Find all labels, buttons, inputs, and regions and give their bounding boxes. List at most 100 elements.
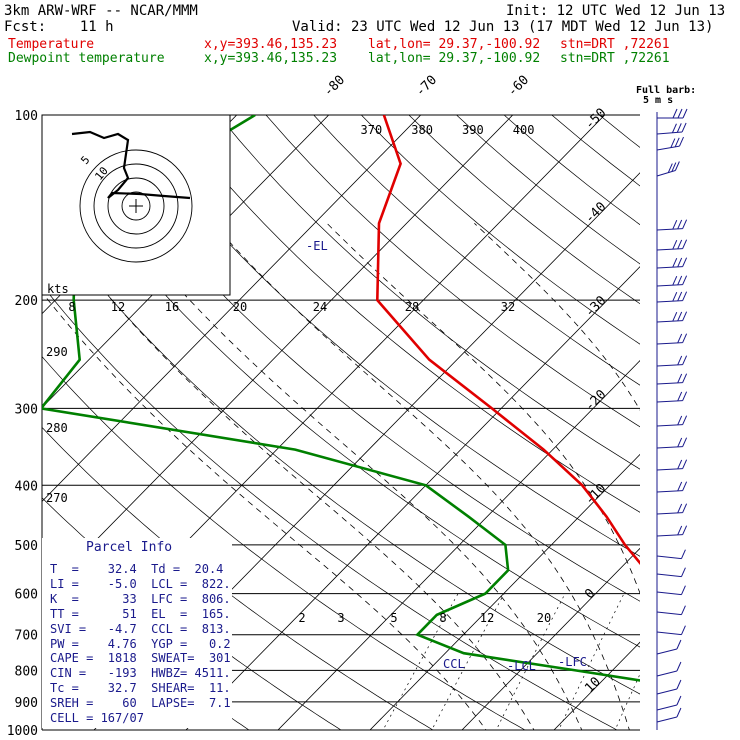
- isotherm-line: [633, 87, 740, 740]
- mixing-ratio-line: [614, 673, 640, 730]
- temperature-profile: [375, 115, 640, 565]
- el-annotation: -EL: [306, 239, 328, 253]
- wind-barb: [656, 549, 686, 560]
- wind-barb-flag: [682, 311, 688, 321]
- theta-side-label: 280: [46, 421, 68, 435]
- dry-adiabat: [42, 356, 526, 730]
- mixing-ratio-line: [684, 594, 740, 740]
- wind-barb: [657, 108, 688, 119]
- wind-barb-staff: [656, 228, 683, 231]
- wind-barb-staff: [656, 573, 682, 578]
- wind-barb-flag: [667, 163, 673, 173]
- wind-barb: [656, 625, 686, 636]
- wind-barb-staff: [656, 248, 683, 251]
- wind-barb: [656, 122, 687, 135]
- wind-barb: [656, 239, 688, 251]
- wind-barb: [656, 291, 688, 303]
- wind-barb-flag: [677, 291, 683, 302]
- wind-barb-flag: [679, 136, 684, 147]
- wind-barb-flag: [671, 162, 677, 172]
- parcel-row: SREH = 60 LAPSE= 7.1: [50, 696, 231, 711]
- wind-barb-staff: [656, 468, 683, 471]
- wind-barb-flag: [670, 138, 676, 148]
- mixing-ratio-top-label: 12: [111, 300, 125, 314]
- theta-side-label: 270: [46, 491, 68, 505]
- hodograph-trace: [71, 130, 191, 200]
- mixing-ratio-bottom-label: 20: [537, 611, 551, 625]
- wind-barb-flag: [682, 373, 688, 383]
- profiles: [42, 115, 640, 682]
- mixing-ratio-top-label: 28: [405, 300, 419, 314]
- wind-barb: [656, 161, 680, 177]
- wind-barb-flag: [677, 108, 683, 119]
- wind-barb-flag: [682, 219, 688, 229]
- valid-time: Valid: 23 UTC Wed 12 Jun 13 (17 MDT Wed …: [292, 19, 714, 35]
- wind-barb-flag: [672, 311, 678, 322]
- dry-adiabat: [705, 87, 740, 740]
- wind-barb-flag: [672, 275, 678, 286]
- pressure-tick-label: 100: [15, 109, 38, 124]
- isotherm-label: -80: [321, 73, 348, 100]
- dry-adiabat: [75, 115, 640, 602]
- wind-barb: [656, 567, 686, 578]
- init-time: Init: 12 UTC Wed 12 Jun 13: [506, 3, 726, 19]
- wind-barb: [656, 503, 688, 515]
- pressure-tick-label: 800: [15, 664, 38, 679]
- isotherm-label: 0: [582, 586, 598, 602]
- mixing-ratio-bottom-label: 12: [480, 611, 494, 625]
- wind-barb: [656, 679, 682, 695]
- wind-barb-flag: [677, 459, 683, 470]
- moist-adiabat: [648, 223, 740, 740]
- wind-barb-staff: [656, 716, 678, 723]
- isotherm-label: -20: [582, 387, 609, 414]
- wind-barb-flag: [672, 291, 678, 302]
- dry-adiabat: [217, 115, 640, 470]
- wind-barb: [656, 333, 688, 345]
- hodograph-ring: [107, 177, 165, 235]
- wind-barb: [656, 219, 688, 231]
- temperature-station: stn=DRT ,72261: [560, 37, 670, 52]
- isotherm-line: [277, 360, 640, 730]
- wind-barb-staff: [656, 170, 676, 177]
- wind-barb-staff: [656, 704, 678, 711]
- theta-label: 390: [462, 123, 484, 137]
- isotherm-label: -50: [582, 106, 609, 133]
- wind-barb-flag: [682, 415, 688, 425]
- barb-legend-line2: 5 m s: [643, 95, 674, 106]
- pressure-tick-label: 300: [15, 402, 38, 417]
- isotherm-line: [725, 87, 740, 740]
- wind-barb-flag: [676, 695, 682, 706]
- wind-barb-staff: [656, 266, 683, 269]
- wind-barb-flag: [672, 257, 678, 268]
- mixing-ratio-bottom-label: 8: [439, 611, 446, 625]
- dewpoint-legend: Dewpoint temperature: [8, 51, 165, 66]
- dry-adiabat: [42, 284, 618, 730]
- wind-barb: [656, 275, 688, 287]
- dry-adiabat: [455, 115, 640, 265]
- wind-barb-staff: [656, 284, 683, 287]
- wind-barb-flag: [676, 679, 682, 690]
- wind-barb-flag: [682, 239, 688, 249]
- wind-barb: [656, 639, 682, 655]
- mixing-ratio-top-label: 24: [313, 300, 327, 314]
- wind-barb: [656, 481, 688, 493]
- wind-barb-flag: [677, 391, 683, 402]
- lcl-annotation: -LCL: [507, 659, 536, 673]
- wind-barb-flag: [677, 525, 683, 536]
- wind-barb: [656, 136, 684, 151]
- isotherm-label: 10: [582, 674, 604, 696]
- wind-barb-staff: [656, 591, 682, 596]
- theta-side-label: 290: [46, 345, 68, 359]
- wind-barb-staff: [656, 512, 683, 515]
- wind-barb-flag: [682, 459, 688, 469]
- mixing-ratio-bottom-label: 2: [298, 611, 305, 625]
- mixing-ratio-line: [382, 593, 459, 730]
- wind-barb-flag: [676, 639, 682, 650]
- isotherm-line: [461, 547, 640, 730]
- wind-barb-flag: [682, 355, 688, 365]
- mixing-ratio-bottom-label: 5: [390, 611, 397, 625]
- wind-barb-staff: [656, 631, 682, 636]
- hodograph-ring: [121, 191, 151, 221]
- mixing-ratio-top-label: 20: [233, 300, 247, 314]
